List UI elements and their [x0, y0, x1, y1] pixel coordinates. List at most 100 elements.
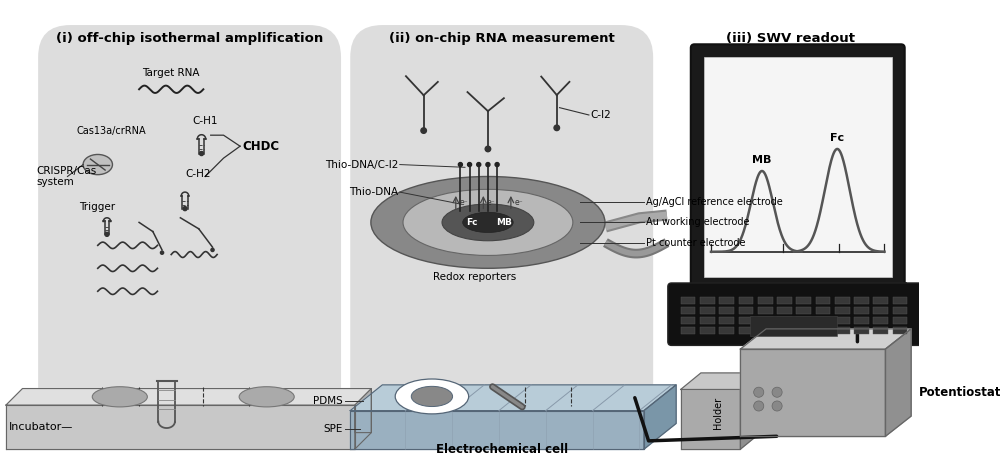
- Bar: [893, 307, 907, 314]
- Polygon shape: [681, 373, 761, 389]
- Circle shape: [421, 128, 426, 133]
- Bar: [796, 297, 811, 304]
- Circle shape: [105, 232, 109, 237]
- Circle shape: [183, 207, 187, 211]
- FancyBboxPatch shape: [350, 25, 653, 420]
- Circle shape: [554, 125, 560, 130]
- Bar: [796, 327, 811, 334]
- Polygon shape: [6, 405, 355, 449]
- Polygon shape: [740, 349, 885, 436]
- FancyBboxPatch shape: [668, 283, 923, 346]
- Text: Target RNA: Target RNA: [142, 68, 200, 78]
- Circle shape: [485, 146, 491, 152]
- Text: Electrochemical cell: Electrochemical cell: [436, 444, 568, 456]
- Polygon shape: [355, 388, 371, 449]
- Polygon shape: [6, 388, 371, 433]
- Circle shape: [754, 401, 764, 411]
- Ellipse shape: [83, 155, 112, 175]
- FancyBboxPatch shape: [38, 25, 341, 420]
- Bar: [777, 297, 792, 304]
- Text: Cas13a/crRNA: Cas13a/crRNA: [77, 126, 146, 136]
- Bar: [796, 317, 811, 324]
- Bar: [704, 57, 892, 278]
- Bar: [719, 327, 734, 334]
- Bar: [758, 297, 773, 304]
- Bar: [816, 297, 830, 304]
- Text: e⁻: e⁻: [459, 198, 468, 207]
- Text: CHDC: CHDC: [242, 139, 279, 153]
- Text: Ag/AgCl reference electrode: Ag/AgCl reference electrode: [646, 197, 783, 207]
- Ellipse shape: [403, 189, 573, 256]
- Bar: [816, 317, 830, 324]
- Bar: [758, 307, 773, 314]
- Bar: [796, 307, 811, 314]
- Circle shape: [477, 162, 481, 167]
- Bar: [873, 317, 888, 324]
- Bar: [854, 317, 869, 324]
- Ellipse shape: [395, 379, 469, 414]
- Text: Holder: Holder: [713, 397, 723, 429]
- Polygon shape: [885, 329, 911, 436]
- Circle shape: [754, 387, 764, 397]
- Bar: [750, 316, 837, 336]
- Ellipse shape: [371, 177, 605, 268]
- Circle shape: [772, 387, 782, 397]
- Text: C-I2: C-I2: [591, 110, 611, 120]
- Bar: [777, 327, 792, 334]
- Text: C-H1: C-H1: [192, 117, 218, 127]
- Text: SPE: SPE: [324, 424, 343, 434]
- Bar: [758, 317, 773, 324]
- Bar: [700, 317, 715, 324]
- Circle shape: [495, 162, 499, 167]
- Bar: [835, 297, 850, 304]
- Bar: [873, 327, 888, 334]
- Ellipse shape: [239, 387, 294, 407]
- Circle shape: [160, 250, 164, 255]
- Text: MB: MB: [752, 155, 772, 165]
- Text: Potentiostat: Potentiostat: [918, 386, 1000, 399]
- Bar: [719, 307, 734, 314]
- Circle shape: [210, 248, 215, 252]
- Text: e⁻: e⁻: [487, 198, 496, 207]
- Bar: [719, 317, 734, 324]
- Bar: [854, 307, 869, 314]
- Text: C-H2: C-H2: [185, 169, 210, 179]
- Bar: [893, 327, 907, 334]
- Ellipse shape: [442, 204, 534, 241]
- Bar: [777, 307, 792, 314]
- Bar: [835, 327, 850, 334]
- Text: Fc: Fc: [830, 133, 844, 143]
- Text: Au working electrode: Au working electrode: [646, 218, 749, 228]
- Circle shape: [486, 162, 490, 167]
- Polygon shape: [350, 411, 644, 449]
- Bar: [777, 317, 792, 324]
- Bar: [854, 327, 869, 334]
- Polygon shape: [740, 329, 911, 349]
- Bar: [835, 307, 850, 314]
- Text: (i) off-chip isothermal amplification: (i) off-chip isothermal amplification: [56, 32, 323, 45]
- Circle shape: [772, 401, 782, 411]
- Ellipse shape: [411, 387, 453, 407]
- Bar: [690, 282, 906, 291]
- Bar: [700, 307, 715, 314]
- Circle shape: [468, 162, 472, 167]
- Text: Thio-DNA/C-I2: Thio-DNA/C-I2: [325, 159, 398, 169]
- Bar: [700, 297, 715, 304]
- Polygon shape: [681, 389, 740, 449]
- Ellipse shape: [92, 387, 147, 407]
- Bar: [739, 327, 753, 334]
- Text: (ii) on-chip RNA measurement: (ii) on-chip RNA measurement: [389, 32, 615, 45]
- Bar: [739, 297, 753, 304]
- Text: Thio-DNA: Thio-DNA: [349, 187, 398, 197]
- Circle shape: [458, 162, 462, 167]
- Polygon shape: [350, 385, 676, 411]
- Bar: [681, 317, 695, 324]
- FancyBboxPatch shape: [691, 44, 905, 290]
- Bar: [873, 307, 888, 314]
- Text: e⁻: e⁻: [515, 198, 523, 207]
- Polygon shape: [740, 373, 761, 449]
- Bar: [739, 317, 753, 324]
- Bar: [893, 317, 907, 324]
- Bar: [854, 297, 869, 304]
- Text: PDMS: PDMS: [313, 397, 343, 407]
